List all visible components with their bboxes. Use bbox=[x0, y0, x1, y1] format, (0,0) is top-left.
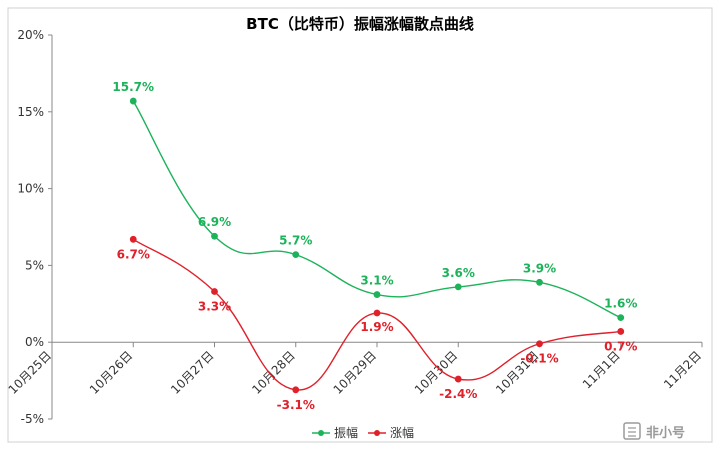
series-line-change bbox=[132, 238, 621, 391]
data-point bbox=[373, 309, 381, 317]
legend-label: 振幅 bbox=[334, 425, 358, 440]
data-point bbox=[129, 97, 137, 105]
y-tick-label: 20% bbox=[17, 28, 44, 42]
data-label: 6.7% bbox=[117, 247, 150, 261]
watermark: 非小号 bbox=[623, 422, 685, 441]
legend-swatch-marker bbox=[318, 430, 324, 436]
labels-layer: 15.7% 6.9% 5.7% 3.1% 3.6% 3.9% 1.6% 6.7% 3.3% -3.… bbox=[112, 80, 637, 412]
data-label: 3.9% bbox=[523, 261, 556, 275]
data-label: 5.7% bbox=[279, 234, 312, 248]
data-point bbox=[454, 375, 462, 383]
data-point bbox=[211, 232, 218, 240]
watermark-text: 非小号 bbox=[646, 425, 685, 441]
data-label: 3.3% bbox=[198, 300, 231, 314]
data-label: -3.1% bbox=[277, 398, 315, 412]
chart-title: BTC（比特币）振幅涨幅散点曲线 bbox=[246, 15, 474, 33]
data-label: 1.6% bbox=[604, 297, 637, 311]
y-tick-label: 15% bbox=[17, 105, 44, 119]
data-label: 6.9% bbox=[198, 215, 231, 229]
data-point bbox=[454, 283, 462, 291]
data-point bbox=[211, 288, 218, 295]
feixiaohao-logo-icon bbox=[623, 422, 641, 440]
y-tick-label: 0% bbox=[25, 335, 44, 349]
data-label: -2.4% bbox=[439, 387, 477, 401]
data-point bbox=[536, 340, 543, 348]
data-label: 0.7% bbox=[604, 339, 637, 353]
data-label: 15.7% bbox=[112, 80, 154, 94]
data-label: 3.1% bbox=[360, 274, 393, 288]
data-point bbox=[292, 251, 300, 259]
data-point bbox=[373, 291, 381, 298]
data-point bbox=[617, 328, 625, 335]
y-tick-label: 5% bbox=[25, 258, 44, 272]
data-point bbox=[617, 314, 625, 322]
data-label: 3.6% bbox=[442, 266, 475, 280]
legend-label: 涨幅 bbox=[390, 425, 414, 440]
series-layer bbox=[129, 97, 625, 394]
y-tick-label: 10% bbox=[17, 182, 44, 196]
data-point bbox=[536, 278, 543, 286]
y-tick-label: -5% bbox=[21, 412, 44, 426]
data-label: -0.1% bbox=[520, 352, 558, 366]
chart-border bbox=[7, 7, 713, 443]
data-point bbox=[292, 386, 300, 394]
data-label: 1.9% bbox=[360, 320, 393, 334]
legend: 振幅 涨幅 bbox=[312, 425, 414, 440]
data-point bbox=[129, 235, 137, 243]
legend-swatch-marker bbox=[374, 430, 380, 436]
